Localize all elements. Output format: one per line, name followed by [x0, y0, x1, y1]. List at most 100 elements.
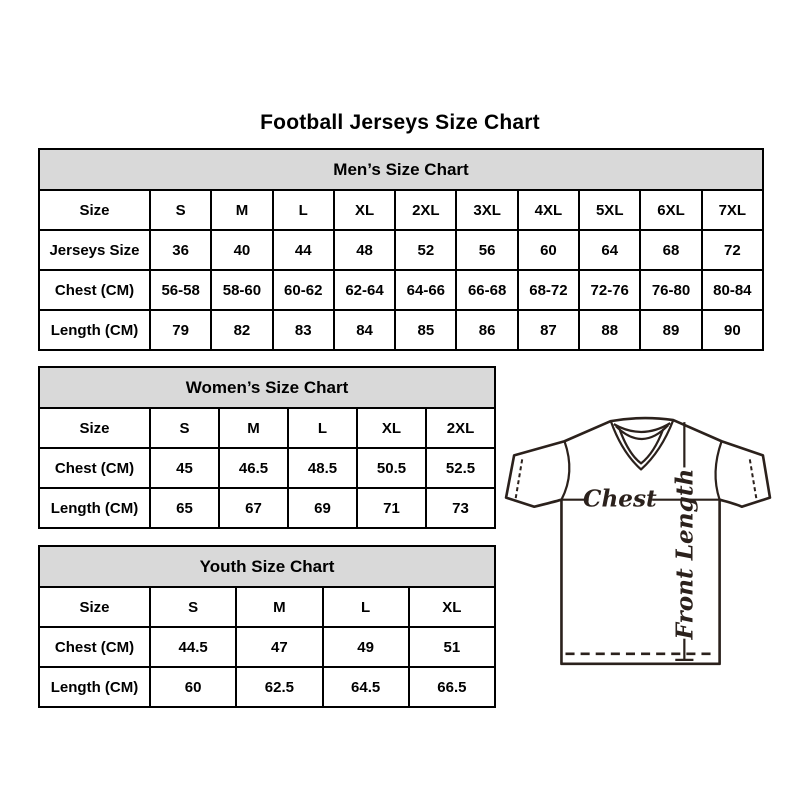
size-column-header: 6XL [639, 189, 703, 231]
cell-value: 56-58 [148, 269, 213, 311]
chest-label: Chest [583, 486, 657, 513]
size-header-row: Size S M L XL 2XL 3XL 4XL 5XL 6XL 7XL [38, 189, 765, 231]
table-row: Jerseys Size 36 40 44 48 52 56 60 64 68 72 [38, 229, 765, 271]
cell-value: 85 [394, 309, 458, 351]
left-armhole-seam [560, 440, 571, 501]
womens-size-table: Women’s Size Chart Size S M L XL 2XL Chest (CM)… [38, 366, 496, 529]
row-label-header: Size [38, 407, 151, 449]
cell-value: 44.5 [148, 626, 238, 668]
cell-value: 68 [639, 229, 703, 271]
size-column-header: L [271, 189, 335, 231]
cell-value: 83 [271, 309, 335, 351]
cell-value: 44 [271, 229, 335, 271]
table-title: Women’s Size Chart [38, 366, 496, 409]
row-label-header: Size [38, 189, 151, 231]
cell-value: 84 [332, 309, 397, 351]
row-label: Length (CM) [38, 487, 151, 529]
size-column-header: 5XL [578, 189, 642, 231]
row-label: Chest (CM) [38, 269, 151, 311]
cell-value: 46.5 [218, 447, 289, 489]
jersey-measurement-diagram: Chest Front Length [498, 406, 774, 682]
size-column-header: 4XL [516, 189, 581, 231]
cell-value: 86 [455, 309, 519, 351]
size-column-header: 7XL [700, 189, 765, 231]
row-label: Length (CM) [38, 666, 151, 708]
cell-value: 72 [700, 229, 765, 271]
cell-value: 62-64 [332, 269, 397, 311]
table-title: Men’s Size Chart [38, 148, 764, 191]
row-label: Jerseys Size [38, 229, 151, 271]
cell-value: 56 [455, 229, 519, 271]
table-row: Length (CM) 65 67 69 71 73 [38, 487, 496, 529]
front-length-label: Front Length [671, 469, 698, 641]
cell-value: 52 [394, 229, 458, 271]
cell-value: 68-72 [516, 269, 581, 311]
size-header-row: Size S M L XL [38, 586, 497, 628]
cell-value: 64 [578, 229, 642, 271]
cell-value: 52.5 [425, 447, 496, 489]
table-row: Length (CM) 79 82 83 84 85 86 87 88 89 90 [38, 309, 765, 351]
mens-size-table: Men’s Size Chart Size S M L XL 2XL 3XL 4XL 5XL 6XL… [38, 148, 765, 351]
size-column-header: S [148, 586, 238, 628]
size-column-header: XL [356, 407, 427, 449]
cell-value: 87 [516, 309, 581, 351]
cell-value: 90 [700, 309, 765, 351]
right-armhole-seam [714, 440, 723, 501]
cell-value: 50.5 [356, 447, 427, 489]
cell-value: 49 [321, 626, 410, 668]
size-column-header: M [210, 189, 274, 231]
cell-value: 58-60 [210, 269, 274, 311]
left-cuff-stitch-line [514, 459, 524, 502]
jersey-diagram-icon: Chest Front Length [504, 416, 772, 666]
cell-value: 88 [578, 309, 642, 351]
cell-value: 48.5 [287, 447, 358, 489]
cell-value: 60 [148, 666, 238, 708]
size-header-row: Size S M L XL 2XL [38, 407, 496, 449]
cell-value: 73 [425, 487, 496, 529]
cell-value: 71 [356, 487, 427, 529]
row-label: Chest (CM) [38, 447, 151, 489]
page-title: Football Jerseys Size Chart [260, 111, 540, 135]
row-label-header: Size [38, 586, 151, 628]
youth-size-table: Youth Size Chart Size S M L XL Chest (CM) 44.5 4… [38, 545, 497, 708]
collar-rib-line-1 [613, 422, 671, 434]
cell-value: 47 [235, 626, 324, 668]
cell-value: 67 [218, 487, 289, 529]
collar-inner-v [618, 428, 665, 465]
size-column-header: 3XL [455, 189, 519, 231]
size-column-header: M [235, 586, 324, 628]
cell-value: 51 [407, 626, 497, 668]
row-label: Chest (CM) [38, 626, 151, 668]
size-column-header: XL [332, 189, 397, 231]
cell-value: 64.5 [321, 666, 410, 708]
jersey-outline [504, 416, 772, 666]
size-column-header: S [148, 189, 213, 231]
size-column-header: L [287, 407, 358, 449]
cell-value: 72-76 [578, 269, 642, 311]
size-column-header: XL [407, 586, 497, 628]
table-row: Chest (CM) 44.5 47 49 51 [38, 626, 497, 668]
cell-value: 69 [287, 487, 358, 529]
collar-outer-v [609, 419, 675, 471]
size-column-header: M [218, 407, 289, 449]
cell-value: 40 [210, 229, 274, 271]
cell-value: 48 [332, 229, 397, 271]
cell-value: 60 [516, 229, 581, 271]
cell-value: 76-80 [639, 269, 703, 311]
cell-value: 36 [148, 229, 213, 271]
cell-value: 65 [149, 487, 220, 529]
table-title: Youth Size Chart [38, 545, 496, 588]
cell-value: 45 [149, 447, 220, 489]
cell-value: 62.5 [235, 666, 324, 708]
table-row: Chest (CM) 56-58 58-60 60-62 62-64 64-66 66-68… [38, 269, 765, 311]
cell-value: 89 [639, 309, 703, 351]
cell-value: 60-62 [271, 269, 335, 311]
size-column-header: 2XL [394, 189, 458, 231]
cell-value: 82 [210, 309, 274, 351]
size-column-header: 2XL [425, 407, 496, 449]
cell-value: 66-68 [455, 269, 519, 311]
cell-value: 80-84 [700, 269, 765, 311]
table-row: Length (CM) 60 62.5 64.5 66.5 [38, 666, 497, 708]
cell-value: 66.5 [407, 666, 497, 708]
